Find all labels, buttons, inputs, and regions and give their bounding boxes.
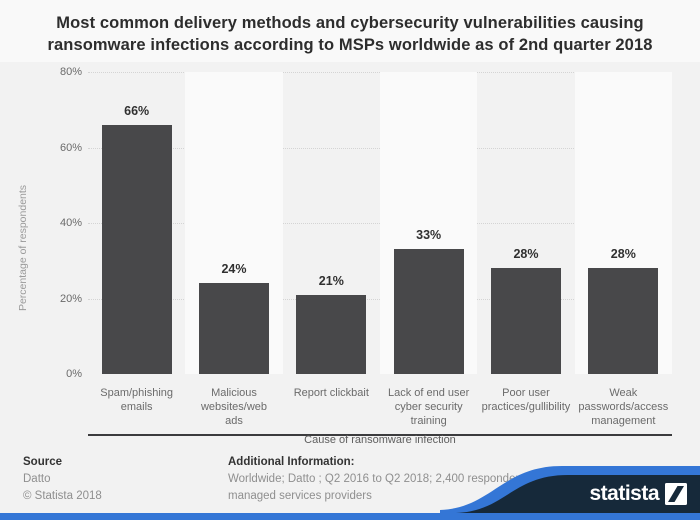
x-axis-line xyxy=(88,434,672,436)
category-column: 28% xyxy=(477,72,574,374)
x-tick-label: Poor user practices/gullibility xyxy=(481,387,571,413)
x-tick-label: Spam/phishing emails xyxy=(100,387,174,413)
bar-Poor user practices/gullibility xyxy=(490,268,561,374)
statista-logo: statista xyxy=(589,481,687,507)
bar-value-label: 24% xyxy=(221,262,247,277)
category-column: 33% xyxy=(380,72,478,374)
y-tick-label: 40% xyxy=(59,217,82,229)
x-axis-title: Cause of ransomware infection xyxy=(304,434,456,446)
statista-logo-text: statista xyxy=(589,482,659,505)
y-tick-label: 60% xyxy=(59,141,82,154)
bar-value-label: 21% xyxy=(318,273,344,288)
y-tick-label: 80% xyxy=(59,66,82,78)
source-heading: Source xyxy=(23,456,62,468)
source-name: Datto xyxy=(23,473,51,485)
source-block: Source Datto © Statista 2018 xyxy=(23,454,102,505)
chart-title: Most common delivery methods and cyberse… xyxy=(0,0,700,62)
plot-area: 66% 24% 21% 33% 28% 28% xyxy=(88,72,672,374)
y-tick-label: 0% xyxy=(66,368,82,380)
bar-value-label: 66% xyxy=(124,103,150,118)
chart-title-line-2: ransomware infections according to MSPs … xyxy=(47,36,653,54)
footer: Source Datto © Statista 2018 Additional … xyxy=(0,450,700,513)
category-column: 24% xyxy=(185,72,283,374)
category-column: 21% xyxy=(283,72,380,374)
bar-value-label: 33% xyxy=(416,228,442,243)
bar-Weak passwords/access management xyxy=(588,268,659,374)
blue-bottom-strip xyxy=(0,513,700,520)
category-column: 66% xyxy=(88,72,185,374)
chart-title-line-1: Most common delivery methods and cyberse… xyxy=(56,14,644,32)
additional-info-line-2: managed services providers xyxy=(228,490,372,502)
statista-logo-icon xyxy=(665,483,687,505)
bar-Spam/phishing emails xyxy=(101,124,172,374)
y-axis-title: Percentage of respondents xyxy=(17,184,29,312)
x-tick-label: Lack of end user cyber security training xyxy=(387,387,470,427)
x-tick-label: Malicious websites/web ads xyxy=(200,387,268,427)
additional-info-block: Additional Information: Worldwide; Datto… xyxy=(228,454,534,505)
bar-Malicious websites/web ads xyxy=(198,283,269,374)
y-tick-label: 20% xyxy=(59,292,82,305)
bar-chart: Percentage of respondents 80% 60% 40% 20% 0%… xyxy=(0,62,700,450)
bar-Lack of end user cyber security training xyxy=(393,249,464,374)
statista-badge: statista xyxy=(440,466,700,513)
swoosh-graphic xyxy=(440,466,700,513)
copyright: © Statista 2018 xyxy=(23,490,102,502)
bar-value-label: 28% xyxy=(610,247,636,262)
x-tick-label: Weak passwords/access management xyxy=(578,387,669,427)
additional-info-heading: Additional Information: xyxy=(228,456,355,468)
bar-Report clickbait xyxy=(296,294,367,374)
x-tick-label: Report clickbait xyxy=(293,387,369,399)
bar-value-label: 28% xyxy=(513,247,539,262)
category-column: 28% xyxy=(574,72,672,374)
additional-info-line-1: Worldwide; Datto ; Q2 2016 to Q2 2018; 2… xyxy=(228,473,535,485)
